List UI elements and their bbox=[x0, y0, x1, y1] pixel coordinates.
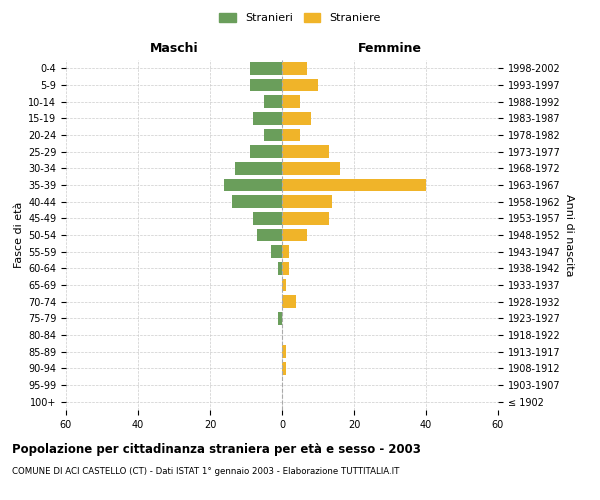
Bar bbox=[253, 112, 282, 124]
Bar bbox=[282, 179, 426, 192]
Bar bbox=[282, 212, 329, 224]
Bar bbox=[278, 312, 282, 324]
Text: Maschi: Maschi bbox=[149, 42, 199, 55]
Bar bbox=[282, 96, 300, 108]
Bar bbox=[282, 62, 307, 74]
Bar bbox=[282, 346, 286, 358]
Y-axis label: Fasce di età: Fasce di età bbox=[14, 202, 24, 268]
Text: Popolazione per cittadinanza straniera per età e sesso - 2003: Popolazione per cittadinanza straniera p… bbox=[12, 442, 421, 456]
Bar bbox=[282, 246, 289, 258]
Bar bbox=[282, 196, 332, 208]
Bar bbox=[253, 212, 282, 224]
Bar bbox=[282, 279, 286, 291]
Bar bbox=[282, 262, 289, 274]
Y-axis label: Anni di nascita: Anni di nascita bbox=[565, 194, 574, 276]
Bar bbox=[282, 146, 329, 158]
Bar bbox=[250, 79, 282, 92]
Bar bbox=[278, 262, 282, 274]
Bar bbox=[282, 79, 318, 92]
Bar bbox=[264, 96, 282, 108]
Bar bbox=[282, 296, 296, 308]
Bar bbox=[282, 112, 311, 124]
Bar bbox=[224, 179, 282, 192]
Bar bbox=[282, 362, 286, 374]
Bar bbox=[250, 62, 282, 74]
Bar bbox=[257, 229, 282, 241]
Bar bbox=[235, 162, 282, 174]
Bar bbox=[250, 146, 282, 158]
Bar bbox=[282, 129, 300, 141]
Text: Femmine: Femmine bbox=[358, 42, 422, 55]
Bar bbox=[232, 196, 282, 208]
Bar bbox=[282, 162, 340, 174]
Bar bbox=[264, 129, 282, 141]
Text: COMUNE DI ACI CASTELLO (CT) - Dati ISTAT 1° gennaio 2003 - Elaborazione TUTTITAL: COMUNE DI ACI CASTELLO (CT) - Dati ISTAT… bbox=[12, 468, 400, 476]
Bar bbox=[282, 229, 307, 241]
Bar bbox=[271, 246, 282, 258]
Legend: Stranieri, Straniere: Stranieri, Straniere bbox=[215, 8, 385, 28]
